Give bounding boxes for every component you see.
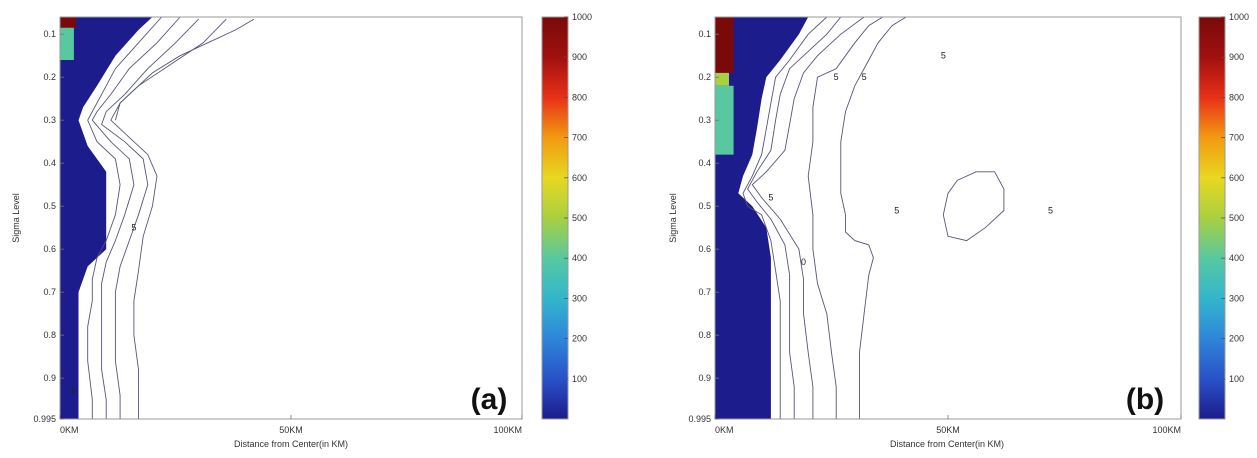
colorbar-tick-label: 700	[1229, 133, 1244, 143]
x-tick-label: 0KM	[60, 425, 79, 435]
y-tick-label: 0.5	[43, 201, 56, 211]
filled-patch-380	[715, 85, 734, 155]
contour-line-4	[110, 18, 227, 419]
x-ticks-a: 0KM 50KM 100KM	[59, 415, 523, 435]
contour-line-1	[742, 16, 828, 419]
y-ticks-b: 0.1 0.2 0.3 0.4 0.5 0.6 0.7 0.8 0.9 0.995	[688, 29, 719, 424]
filled-region-low	[715, 17, 809, 419]
y-tick-label: 0.3	[43, 115, 56, 125]
contour-line-3	[101, 18, 199, 419]
contour-labels-b: 5 5 5 5 5 5 0	[768, 51, 1053, 267]
colorbar-tick-label: 200	[1229, 334, 1244, 344]
contour-line-6	[840, 16, 907, 419]
y-tick-label: 0.7	[43, 287, 56, 297]
y-tick-label: 0.1	[698, 29, 711, 39]
y-tick-label: 0.4	[698, 158, 711, 168]
contour-label: 0	[71, 386, 76, 396]
y-axis-label-a: Sigma Level	[11, 193, 21, 243]
contour-labels-a: 50	[71, 223, 136, 396]
colorbar-tick-label: 800	[572, 92, 587, 102]
colorbar-tick-label: 1000	[572, 12, 592, 22]
colorbar-b	[1198, 16, 1226, 420]
y-tick-label: 0.8	[43, 330, 56, 340]
filled-patch-380	[60, 27, 74, 60]
filled-patch-450	[715, 72, 729, 86]
y-tick-label: 0.8	[698, 330, 711, 340]
y-axis-label-b: Sigma Level	[668, 193, 678, 243]
panel-label-a: (a)	[471, 383, 508, 416]
y-tick-label: 0.995	[688, 414, 711, 424]
panel-a: 50 0.10.20.30.40.50.60.70.80.90.995 0KM 5…	[11, 12, 592, 449]
contour-line-5	[114, 18, 255, 121]
contour-label: 0	[801, 257, 806, 267]
colorbar-tick-label: 100	[1229, 374, 1244, 384]
y-tick-label: 0.6	[698, 244, 711, 254]
panel-label-b: (b)	[1126, 383, 1164, 416]
colorbar-a	[541, 16, 569, 420]
y-tick-label: 0.995	[33, 414, 56, 424]
colorbar-tick-label: 400	[1229, 253, 1244, 263]
contour-line-1	[87, 16, 162, 419]
y-tick-label: 0.9	[43, 373, 56, 383]
colorbar-tick-label: 900	[1229, 52, 1244, 62]
panel-b: 5 5 5 5 5 5 0 0.1 0.2 0.3 0.4 0.5 0.6 0.7 0.8 0.9 0.995…	[668, 12, 1249, 449]
contour-label: 5	[894, 205, 899, 215]
filled-patch-950	[60, 17, 77, 28]
contour-line-4	[807, 16, 884, 419]
contour-label: 5	[941, 51, 946, 61]
contour-label: 5	[862, 72, 867, 82]
colorbar-tick-label: 700	[572, 133, 587, 143]
contour-lines-b	[742, 16, 1005, 419]
colorbar-tick-label: 200	[572, 334, 587, 344]
y-tick-label: 0.2	[698, 72, 711, 82]
colorbar-tick-label: 100	[572, 374, 587, 384]
x-tick-label: 50KM	[936, 425, 960, 435]
colorbar-tick-label: 800	[1229, 92, 1244, 102]
y-tick-label: 0.4	[43, 158, 56, 168]
y-tick-label: 0.5	[698, 201, 711, 211]
y-tick-label: 0.6	[43, 244, 56, 254]
colorbar-tick-label: 500	[1229, 213, 1244, 223]
contour-label: 5	[1048, 205, 1053, 215]
filled-contours-b	[715, 17, 809, 419]
colorbar-ticks-b: 100 200 300 400 500 600 700 800 900 1000	[1221, 12, 1249, 384]
contour-line-3	[751, 16, 865, 419]
filled-contours-a	[60, 17, 153, 419]
colorbar-tick-label: 600	[1229, 173, 1244, 183]
x-ticks-b: 0KM 50KM 100KM	[714, 415, 1182, 435]
colorbar-ticks-a: 100 200 300 400 500 600 700 800 900 1000	[564, 12, 592, 384]
y-tick-label: 0.1	[43, 29, 56, 39]
contour-line-2	[91, 16, 181, 419]
x-axis-label-a: Distance from Center(in KM)	[234, 439, 348, 449]
contour-lines-a	[87, 16, 255, 419]
contour-line-5	[942, 171, 1005, 242]
colorbar-tick-label: 500	[572, 213, 587, 223]
colorbar-tick-label: 300	[572, 293, 587, 303]
plot-area-b	[715, 17, 1181, 419]
y-ticks-a: 0.1 0.2 0.3 0.4 0.5 0.6 0.7 0.8 0.9 0.995	[33, 29, 64, 424]
y-tick-label: 0.3	[698, 115, 711, 125]
filled-patch-960	[715, 17, 734, 73]
y-tick-label: 0.7	[698, 287, 711, 297]
colorbar-tick-label: 1000	[1229, 12, 1249, 22]
contour-label: 5	[131, 223, 136, 233]
y-tick-label: 0.9	[698, 373, 711, 383]
contour-label: 5	[834, 72, 839, 82]
x-tick-label: 100KM	[493, 425, 522, 435]
colorbar-tick-label: 600	[572, 173, 587, 183]
contour-label: 5	[768, 193, 773, 203]
x-tick-label: 100KM	[1152, 425, 1181, 435]
y-tick-label: 0.2	[43, 72, 56, 82]
plot-area-a	[60, 17, 522, 419]
x-tick-label: 50KM	[279, 425, 303, 435]
colorbar-tick-label: 900	[572, 52, 587, 62]
contour-line-2	[747, 16, 842, 419]
colorbar-tick-label: 300	[1229, 293, 1244, 303]
x-tick-label: 0KM	[715, 425, 734, 435]
x-axis-label-b: Distance from Center(in KM)	[890, 439, 1004, 449]
colorbar-tick-label: 400	[572, 253, 587, 263]
filled-region-low	[60, 17, 153, 419]
